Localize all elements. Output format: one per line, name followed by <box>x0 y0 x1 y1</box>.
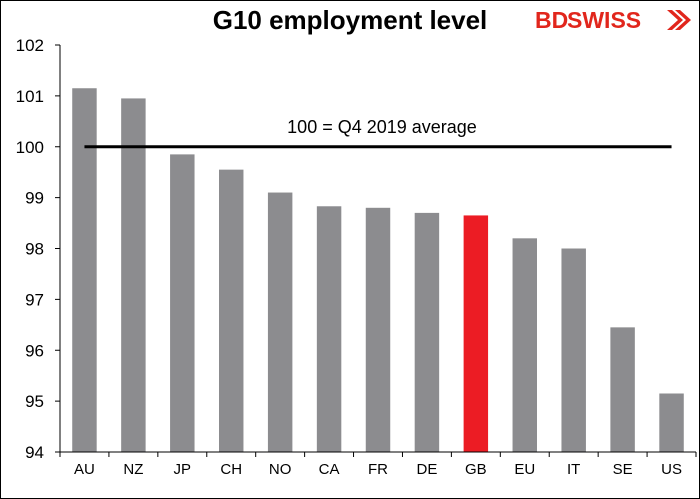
y-tick-label: 102 <box>16 36 44 55</box>
bar-fr <box>365 207 391 452</box>
brand-logo: BD SWISS <box>535 7 691 33</box>
reference-line-label: 100 = Q4 2019 average <box>287 117 477 137</box>
logo-text-swiss: SWISS <box>567 7 641 33</box>
bar-nz <box>121 98 146 452</box>
y-tick-label: 96 <box>25 341 44 360</box>
x-axis: AU NZ JP CH NO CA FR DE GB EU IT SE US <box>59 451 697 478</box>
x-tick-label: FR <box>368 461 388 478</box>
x-tick-label: US <box>661 461 682 478</box>
y-tick-label: 94 <box>25 443 44 462</box>
x-tick-label: CA <box>319 461 340 478</box>
bar-gb <box>463 215 489 452</box>
y-tick-label: 97 <box>25 290 44 309</box>
x-tick-label: GB <box>465 461 487 478</box>
x-tick-label: NZ <box>123 461 143 478</box>
bar-us <box>659 393 684 452</box>
x-tick-label: CH <box>220 461 242 478</box>
logo-text-bd: BD <box>535 7 568 33</box>
bar-ca <box>316 206 342 452</box>
y-tick-label: 100 <box>16 138 44 157</box>
x-tick-label: NO <box>269 461 292 478</box>
logo-chevron-icon <box>667 10 691 30</box>
chart-title: G10 employment level <box>213 5 488 35</box>
bar-eu <box>512 238 537 452</box>
y-tick-label: 101 <box>16 87 44 106</box>
y-tick-label: 99 <box>25 189 44 208</box>
x-tick-label: EU <box>514 461 535 478</box>
x-tick-label: AU <box>74 461 95 478</box>
bar-se <box>610 327 635 452</box>
reference-line-group: 100 = Q4 2019 average <box>84 117 672 149</box>
x-tick-label: SE <box>613 461 633 478</box>
x-tick-label: JP <box>174 461 192 478</box>
y-axis: 94 95 96 97 98 99 100 101 102 <box>16 36 61 462</box>
bar-ch <box>219 169 244 453</box>
x-tick-label: IT <box>567 461 580 478</box>
y-tick-label: 98 <box>25 240 44 259</box>
bar-it <box>561 248 586 452</box>
bar-no <box>267 192 293 452</box>
bar-de <box>414 212 440 452</box>
bar-au <box>72 88 97 453</box>
x-tick-label: DE <box>417 461 438 478</box>
y-tick-label: 95 <box>25 392 44 411</box>
bar-jp <box>170 154 195 452</box>
bars <box>72 88 684 453</box>
